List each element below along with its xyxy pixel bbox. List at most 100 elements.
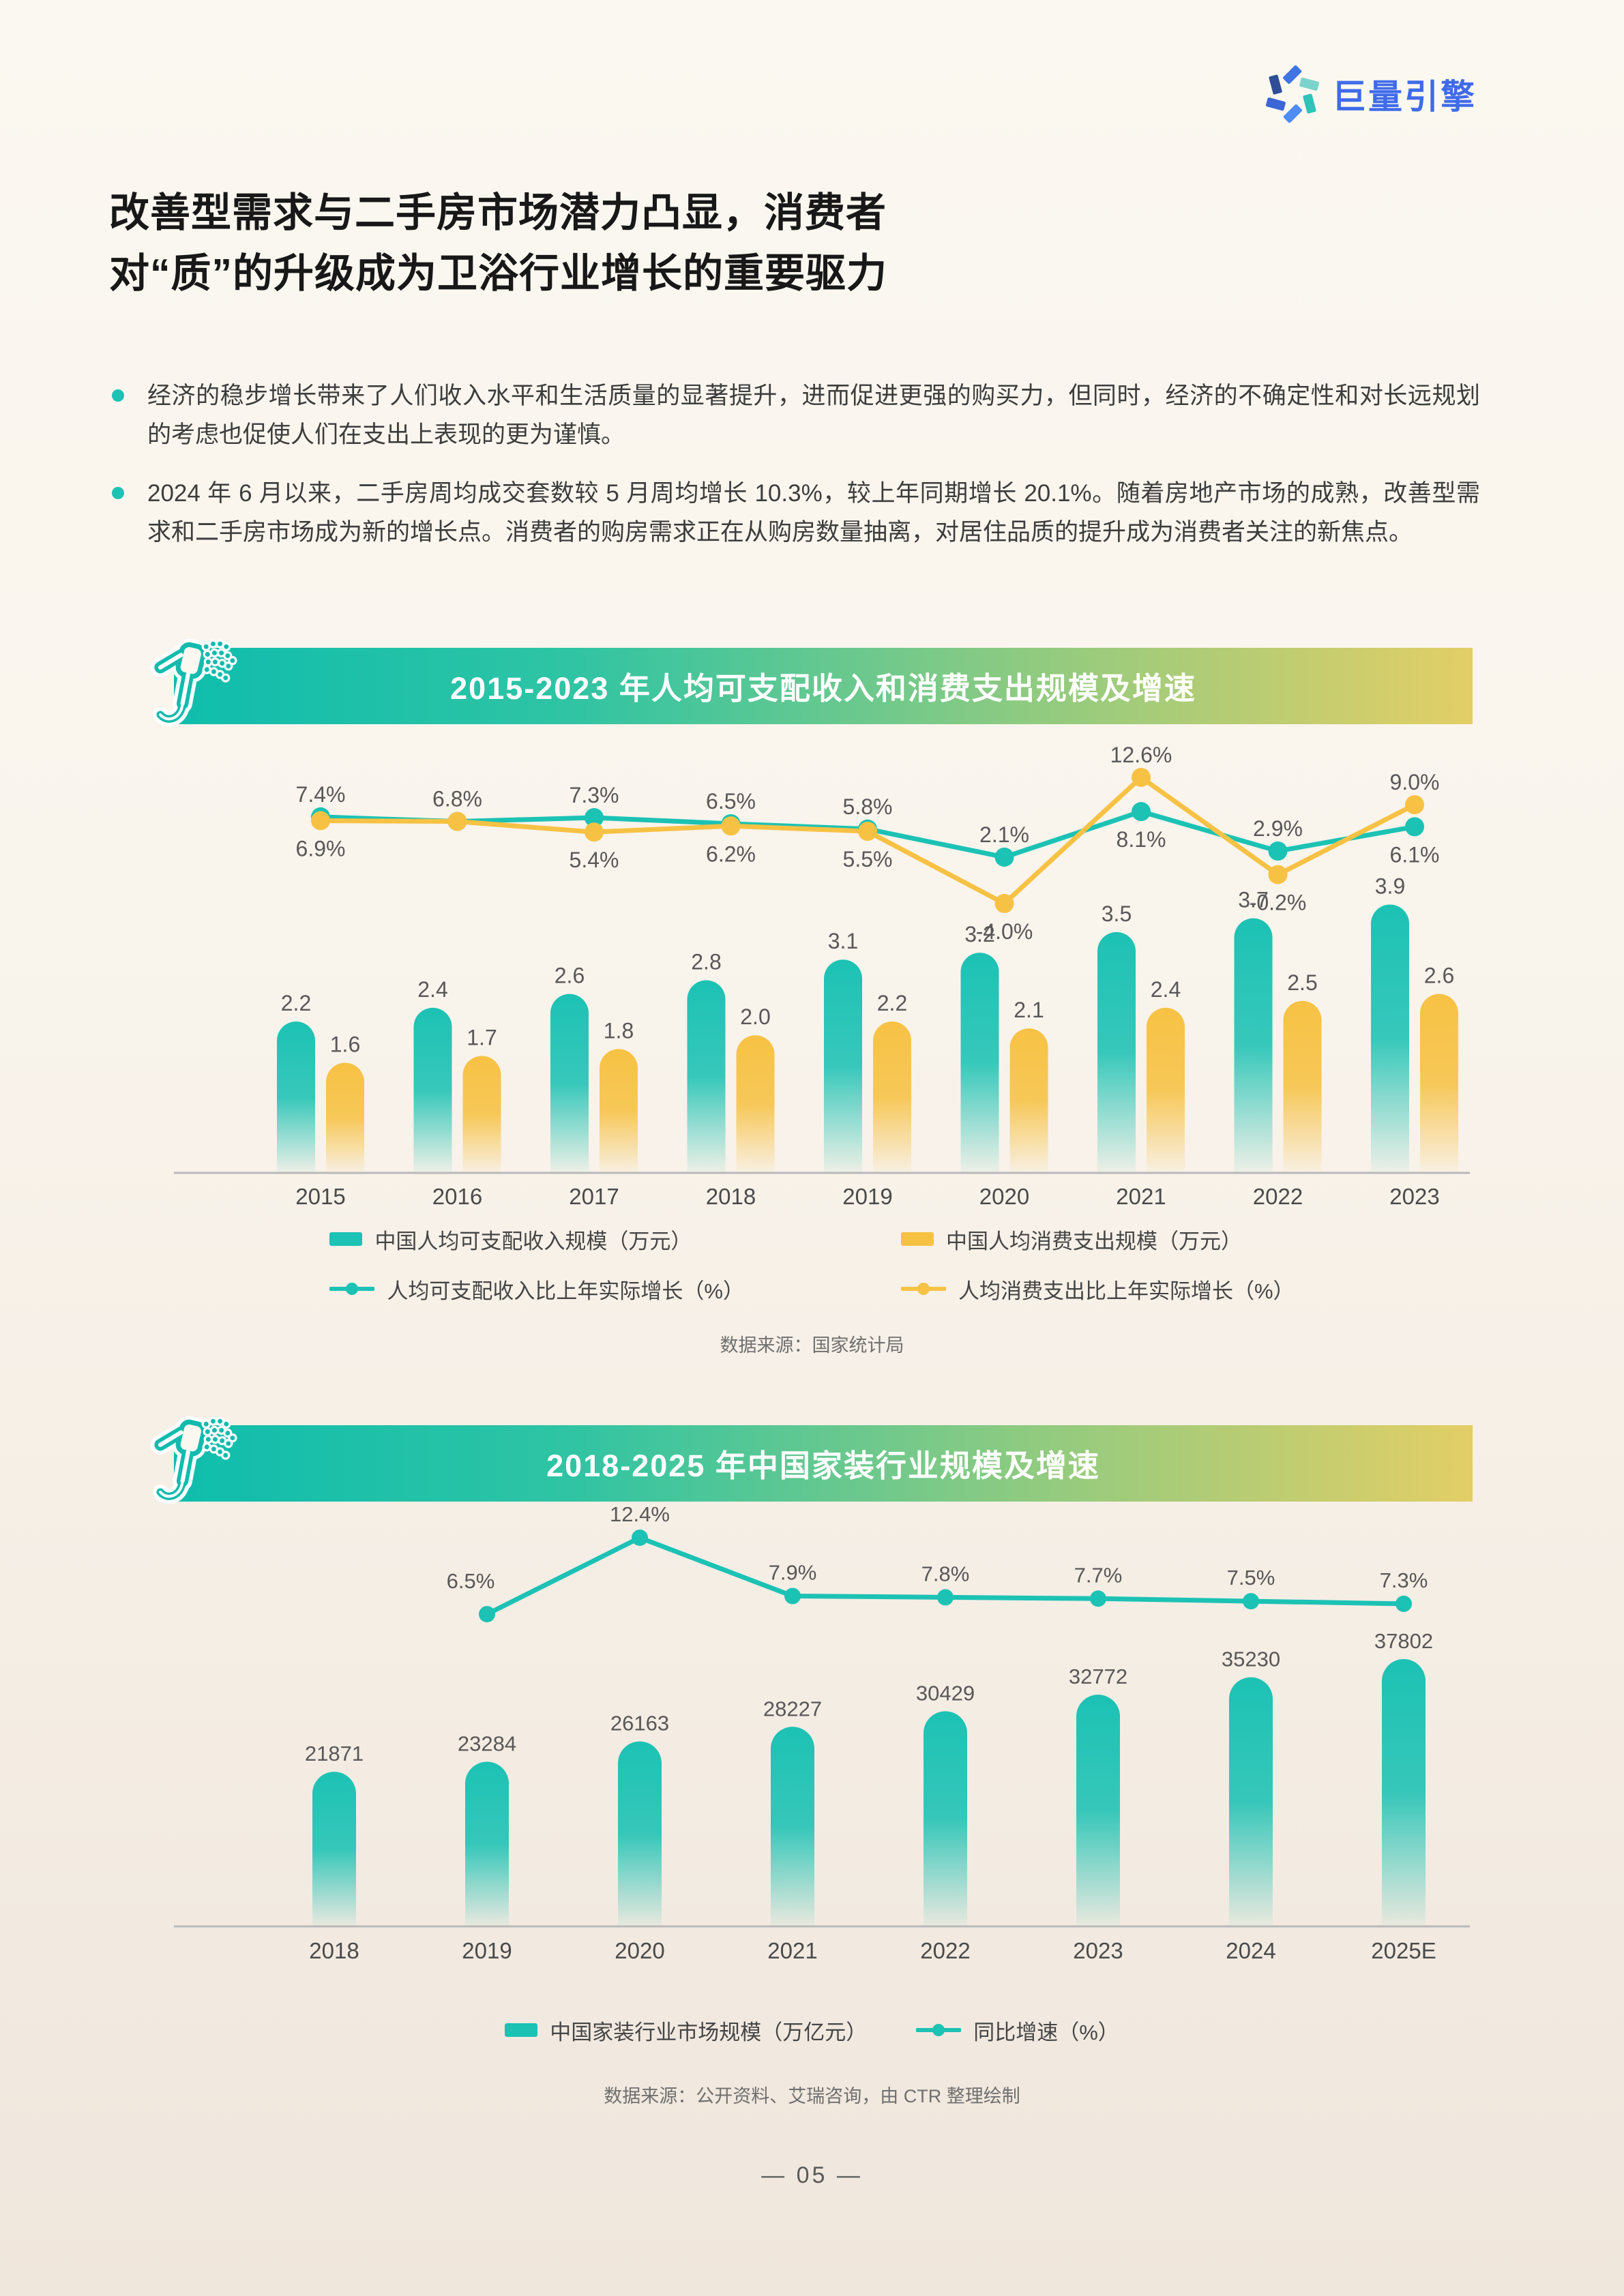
line-series: 7.4% 7.3% 6.5% 5.8% 2.1% 8.1% 2.9% 6.1% 6.9% 6.8%… [296,743,1440,944]
svg-text:2.2: 2.2 [877,991,907,1015]
svg-text:35230: 35230 [1222,1647,1280,1671]
svg-text:3.2: 3.2 [964,922,994,946]
chart1-source: 数据来源：国家统计局 [720,1335,904,1356]
svg-text:2.2: 2.2 [281,991,311,1015]
legend-label: 同比增速（%） [973,2020,1119,2044]
spray-dots [201,639,237,683]
svg-text:6.5%: 6.5% [706,789,756,814]
legend-label: 中国家装行业市场规模（万亿元） [550,2020,868,2044]
svg-text:7.9%: 7.9% [769,1560,817,1584]
svg-text:1.6: 1.6 [330,1032,360,1056]
svg-text:2015: 2015 [295,1184,345,1208]
bullet-item: 2024 年 6 月以来，二手房周均成交套数较 5 月周均增长 10.3%，较上… [109,475,1480,552]
bullet-dot-icon [112,487,124,500]
svg-text:2021: 2021 [767,1938,817,1963]
chart2-source: 数据来源：公开资料、艾瑞咨询，由 CTR 整理绘制 [604,2085,1020,2106]
svg-text:6.8%: 6.8% [432,786,482,811]
legend-item: 中国人均可支配收入规模（万元） [329,1224,744,1255]
svg-text:5.8%: 5.8% [843,794,893,819]
svg-text:6.9%: 6.9% [296,836,346,861]
svg-text:32772: 32772 [1069,1665,1127,1688]
svg-text:2020: 2020 [979,1184,1029,1208]
x-tick-labels: 2015 2016 2017 2018 2019 2020 2021 2022 2023 [295,1184,1439,1209]
svg-text:21871: 21871 [305,1742,364,1765]
page-header: 巨量引擎 [109,0,1515,123]
line-series: 6.5% 12.4% 7.9% 7.8% 7.7% 7.5% 7.3% [447,1502,1428,1622]
legend-item: 中国人均消费支出规模（万元） [901,1224,1295,1255]
svg-text:7.4%: 7.4% [296,782,346,807]
svg-text:2023: 2023 [1073,1938,1123,1963]
svg-text:2.6: 2.6 [1424,963,1454,987]
legend-bar-swatch [329,1232,363,1247]
svg-text:2019: 2019 [842,1184,892,1208]
income-expenditure-chart: 2.2 2.4 2.6 2.8 3.1 3.2 3.5 3.7 3.9 1.6 1.7 1.8 2.0 2… [109,730,1514,1212]
chart2-banner: 2018-2025 年中国家装行业规模及增速 [150,1416,1473,1504]
x-tick-labels: 2018 2019 2020 2021 2022 2023 2024 2025E [309,1938,1436,1963]
bullet-list: 经济的稳步增长带来了人们收入水平和生活质量的显著提升，进而促进更强的购买力，但同… [109,377,1480,552]
svg-text:3.1: 3.1 [828,929,858,953]
legend-label: 人均可支配收入比上年实际增长（%） [387,1279,744,1303]
chart-section-home-decoration: 2018-2025 年中国家装行业规模及增速 21871 23284 26163 28… [109,1416,1515,2108]
svg-text:26163: 26163 [610,1711,669,1735]
svg-text:2025E: 2025E [1371,1938,1436,1963]
svg-text:-0.2%: -0.2% [1250,890,1307,914]
pinwheel-logo-icon [1265,65,1320,123]
svg-text:2019: 2019 [462,1938,512,1963]
legend-bar-swatch [901,1232,934,1247]
chart2-title: 2018-2025 年中国家装行业规模及增速 [546,1448,1100,1484]
svg-text:2.0: 2.0 [740,1004,770,1029]
page-title-line2: 对“质”的升级成为卫浴行业增长的重要驱力 [109,250,888,296]
svg-text:7.3%: 7.3% [570,783,619,807]
shower-sprayer-icon [150,1416,237,1504]
svg-text:3.9: 3.9 [1375,874,1405,898]
ocean-engine-logo: 巨量引擎 [1264,65,1477,123]
svg-text:7.8%: 7.8% [921,1562,970,1585]
legend-item: 人均可支配收入比上年实际增长（%） [329,1274,744,1304]
bullet-dot-icon [112,389,124,402]
svg-text:2020: 2020 [615,1938,664,1963]
chart1-banner: 2015-2023 年人均可支配收入和消费支出规模及增速 [150,638,1473,727]
svg-text:-4.0%: -4.0% [976,919,1033,944]
svg-text:2.5: 2.5 [1287,970,1317,995]
chart1-legend: 中国人均可支配收入规模（万元） 中国人均消费支出规模（万元） 人均可支配收入比上年实… [109,1224,1515,1304]
home-decoration-chart: 21871 23284 26163 28227 30429 32772 35230 37802… [109,1502,1514,1982]
legend-item: 同比增速（%） [916,2015,1119,2046]
spray-dots-teal [203,641,235,681]
legend-label: 中国人均消费支出规模（万元） [946,1229,1242,1253]
svg-text:3.5: 3.5 [1102,901,1132,926]
chart1-title: 2015-2023 年人均可支配收入和消费支出规模及增速 [450,671,1196,706]
svg-text:30429: 30429 [916,1681,975,1705]
svg-text:6.1%: 6.1% [1390,842,1440,867]
chart-section-income-expenditure: 2015-2023 年人均可支配收入和消费支出规模及增速 2.2 2.4 2.6 2.… [109,638,1515,1357]
svg-text:2.1: 2.1 [1014,998,1044,1022]
svg-text:1.7: 1.7 [467,1025,497,1049]
svg-text:6.5%: 6.5% [447,1569,495,1593]
spray-dots-teal [203,1418,235,1458]
svg-text:2.1%: 2.1% [979,822,1029,847]
svg-text:2022: 2022 [1253,1184,1303,1208]
svg-text:2016: 2016 [432,1184,482,1208]
svg-text:5.4%: 5.4% [570,848,619,872]
svg-text:23284: 23284 [458,1731,516,1755]
bullet-item: 经济的稳步增长带来了人们收入水平和生活质量的显著提升，进而促进更强的购买力，但同… [109,377,1480,454]
svg-text:9.0%: 9.0% [1390,770,1440,794]
svg-text:28227: 28227 [763,1697,822,1720]
chart2-legend: 中国家装行业市场规模（万亿元） 同比增速（%） [109,2015,1515,2046]
logo-text: 巨量引擎 [1332,78,1477,116]
legend-label: 人均消费支出比上年实际增长（%） [958,1279,1295,1303]
svg-text:12.6%: 12.6% [1110,743,1172,767]
svg-text:6.2%: 6.2% [706,841,756,866]
svg-text:2.9%: 2.9% [1253,816,1303,841]
legend-line-marker [329,1283,375,1296]
svg-text:2.4: 2.4 [1151,977,1181,1002]
legend-line-marker [901,1283,946,1296]
bars: 21871 23284 26163 28227 30429 32772 35230 37802 [305,1629,1433,1926]
svg-text:7.5%: 7.5% [1227,1566,1275,1590]
svg-text:37802: 37802 [1374,1629,1433,1653]
svg-text:2018: 2018 [309,1938,359,1963]
legend-bar-swatch [505,2023,538,2038]
bullet-text: 2024 年 6 月以来，二手房周均成交套数较 5 月周均增长 10.3%，较上… [147,480,1480,546]
legend-label: 中国人均可支配收入规模（万元） [374,1229,692,1253]
svg-text:2.4: 2.4 [417,977,447,1002]
